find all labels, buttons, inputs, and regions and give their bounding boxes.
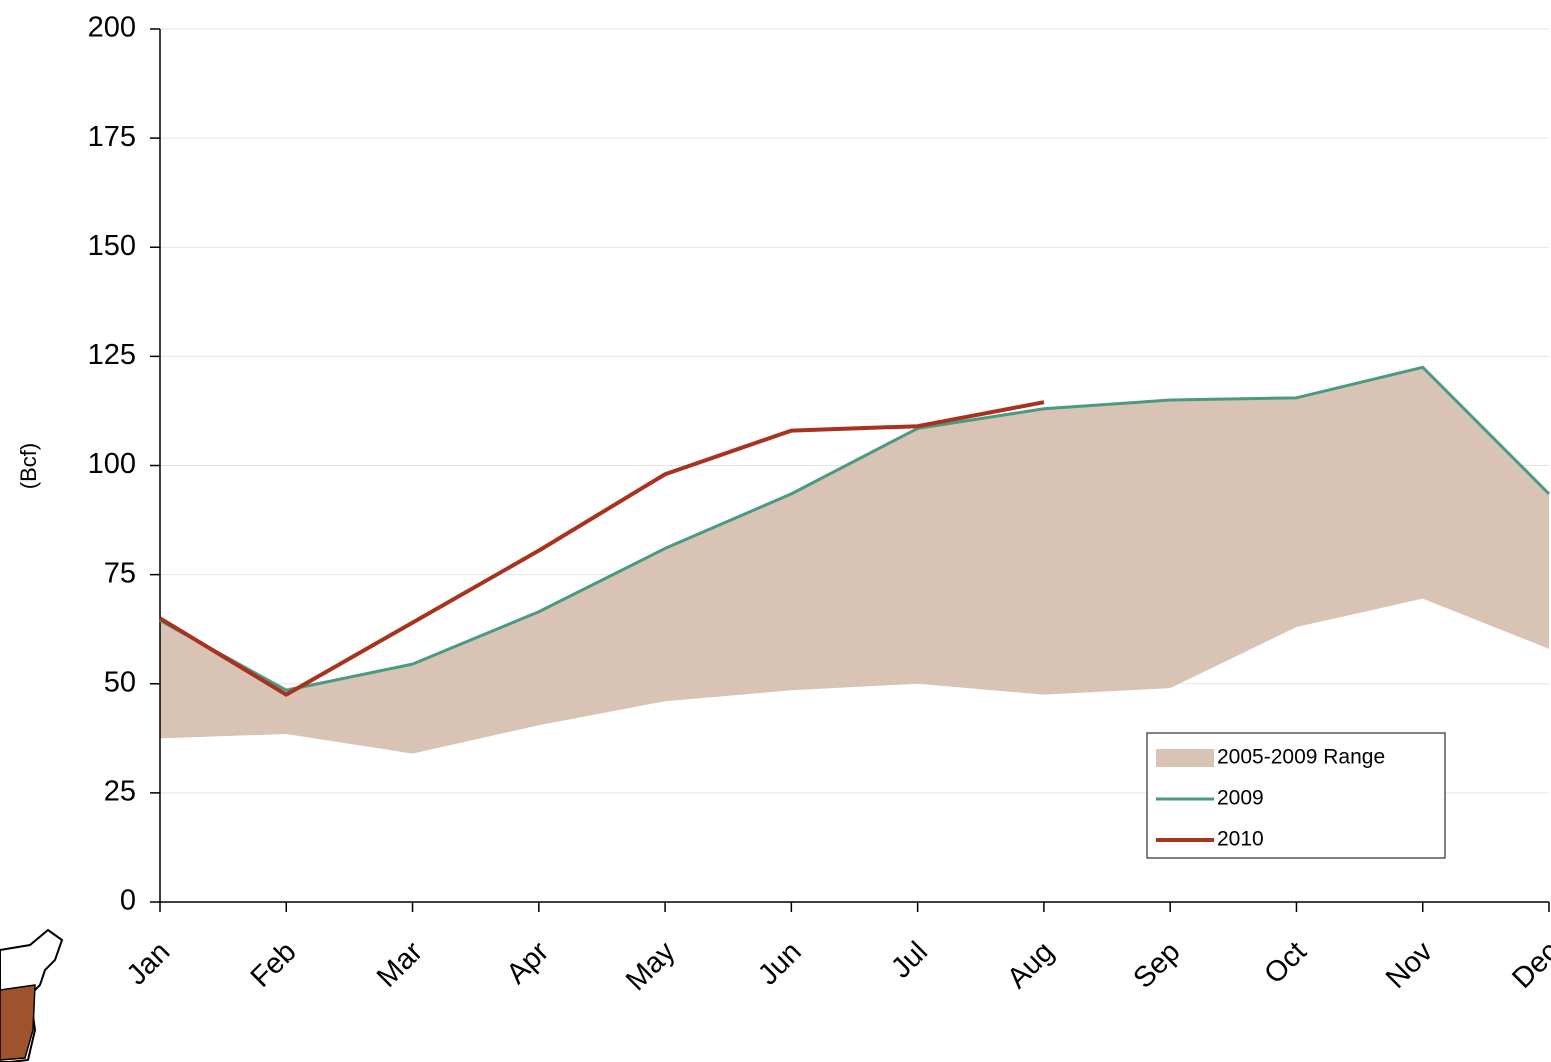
x-tick-label: Oct (1258, 936, 1313, 991)
y-tick-label: 75 (104, 557, 136, 589)
legend-label: 2009 (1217, 787, 1264, 810)
y-tick-label: 200 (88, 12, 136, 44)
y-tick-label: 50 (104, 666, 136, 698)
x-tick-label: Apr (501, 936, 556, 991)
series-line (159, 365, 1551, 692)
x-tick-label: Jun (752, 936, 808, 992)
x-tick-label: Feb (245, 936, 303, 994)
y-tick-label: 100 (88, 448, 136, 480)
y-axis-label: (Bcf) (16, 443, 41, 489)
y-tick-label: 25 (104, 776, 136, 808)
x-tick-label: Dec (1506, 936, 1551, 995)
legend-label: 2005-2009 Range (1217, 746, 1385, 769)
x-tick-label: Jan (121, 936, 177, 992)
range-area (160, 367, 1549, 754)
legend-label: 2010 (1217, 828, 1264, 851)
region-map-icon (0, 928, 64, 1062)
x-tick-label: Nov (1380, 935, 1439, 994)
y-tick-label: 0 (120, 885, 136, 917)
y-tick-label: 150 (88, 230, 136, 262)
legend-swatch (1156, 749, 1214, 767)
series-line (158, 400, 1045, 697)
x-tick-label: Sep (1127, 936, 1186, 995)
x-tick-label: May (620, 935, 682, 997)
y-tick-label: 125 (88, 339, 136, 371)
x-tick-label: Aug (1001, 936, 1060, 995)
y-tick-label: 175 (88, 121, 136, 153)
x-tick-label: Jul (885, 936, 934, 985)
x-tick-label: Mar (371, 936, 429, 994)
